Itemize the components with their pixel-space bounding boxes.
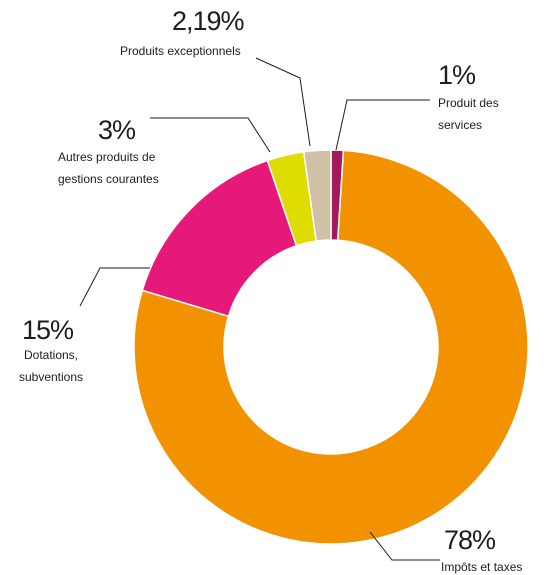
category-label: Autres produits de gestions courantes — [58, 150, 159, 186]
category-label: Produit des services — [438, 96, 499, 132]
leader-line — [150, 117, 271, 153]
category-label: Produits exceptionnels — [120, 44, 241, 58]
slice — [133, 149, 529, 545]
category-label: Dotations, subventions — [18, 348, 84, 384]
data-label: 1% — [438, 60, 476, 90]
slice — [141, 159, 298, 318]
leader-line — [79, 267, 150, 307]
category-label: Impôts et taxes — [441, 560, 523, 574]
slice — [302, 149, 332, 242]
data-label: 78% — [444, 525, 496, 555]
slices — [133, 149, 529, 545]
data-label: 2,19% — [172, 6, 245, 36]
data-label: 15% — [22, 315, 74, 345]
data-label: 3% — [98, 115, 136, 145]
leader-line — [369, 531, 440, 561]
leader-line — [255, 57, 311, 147]
leader-line — [335, 99, 430, 151]
